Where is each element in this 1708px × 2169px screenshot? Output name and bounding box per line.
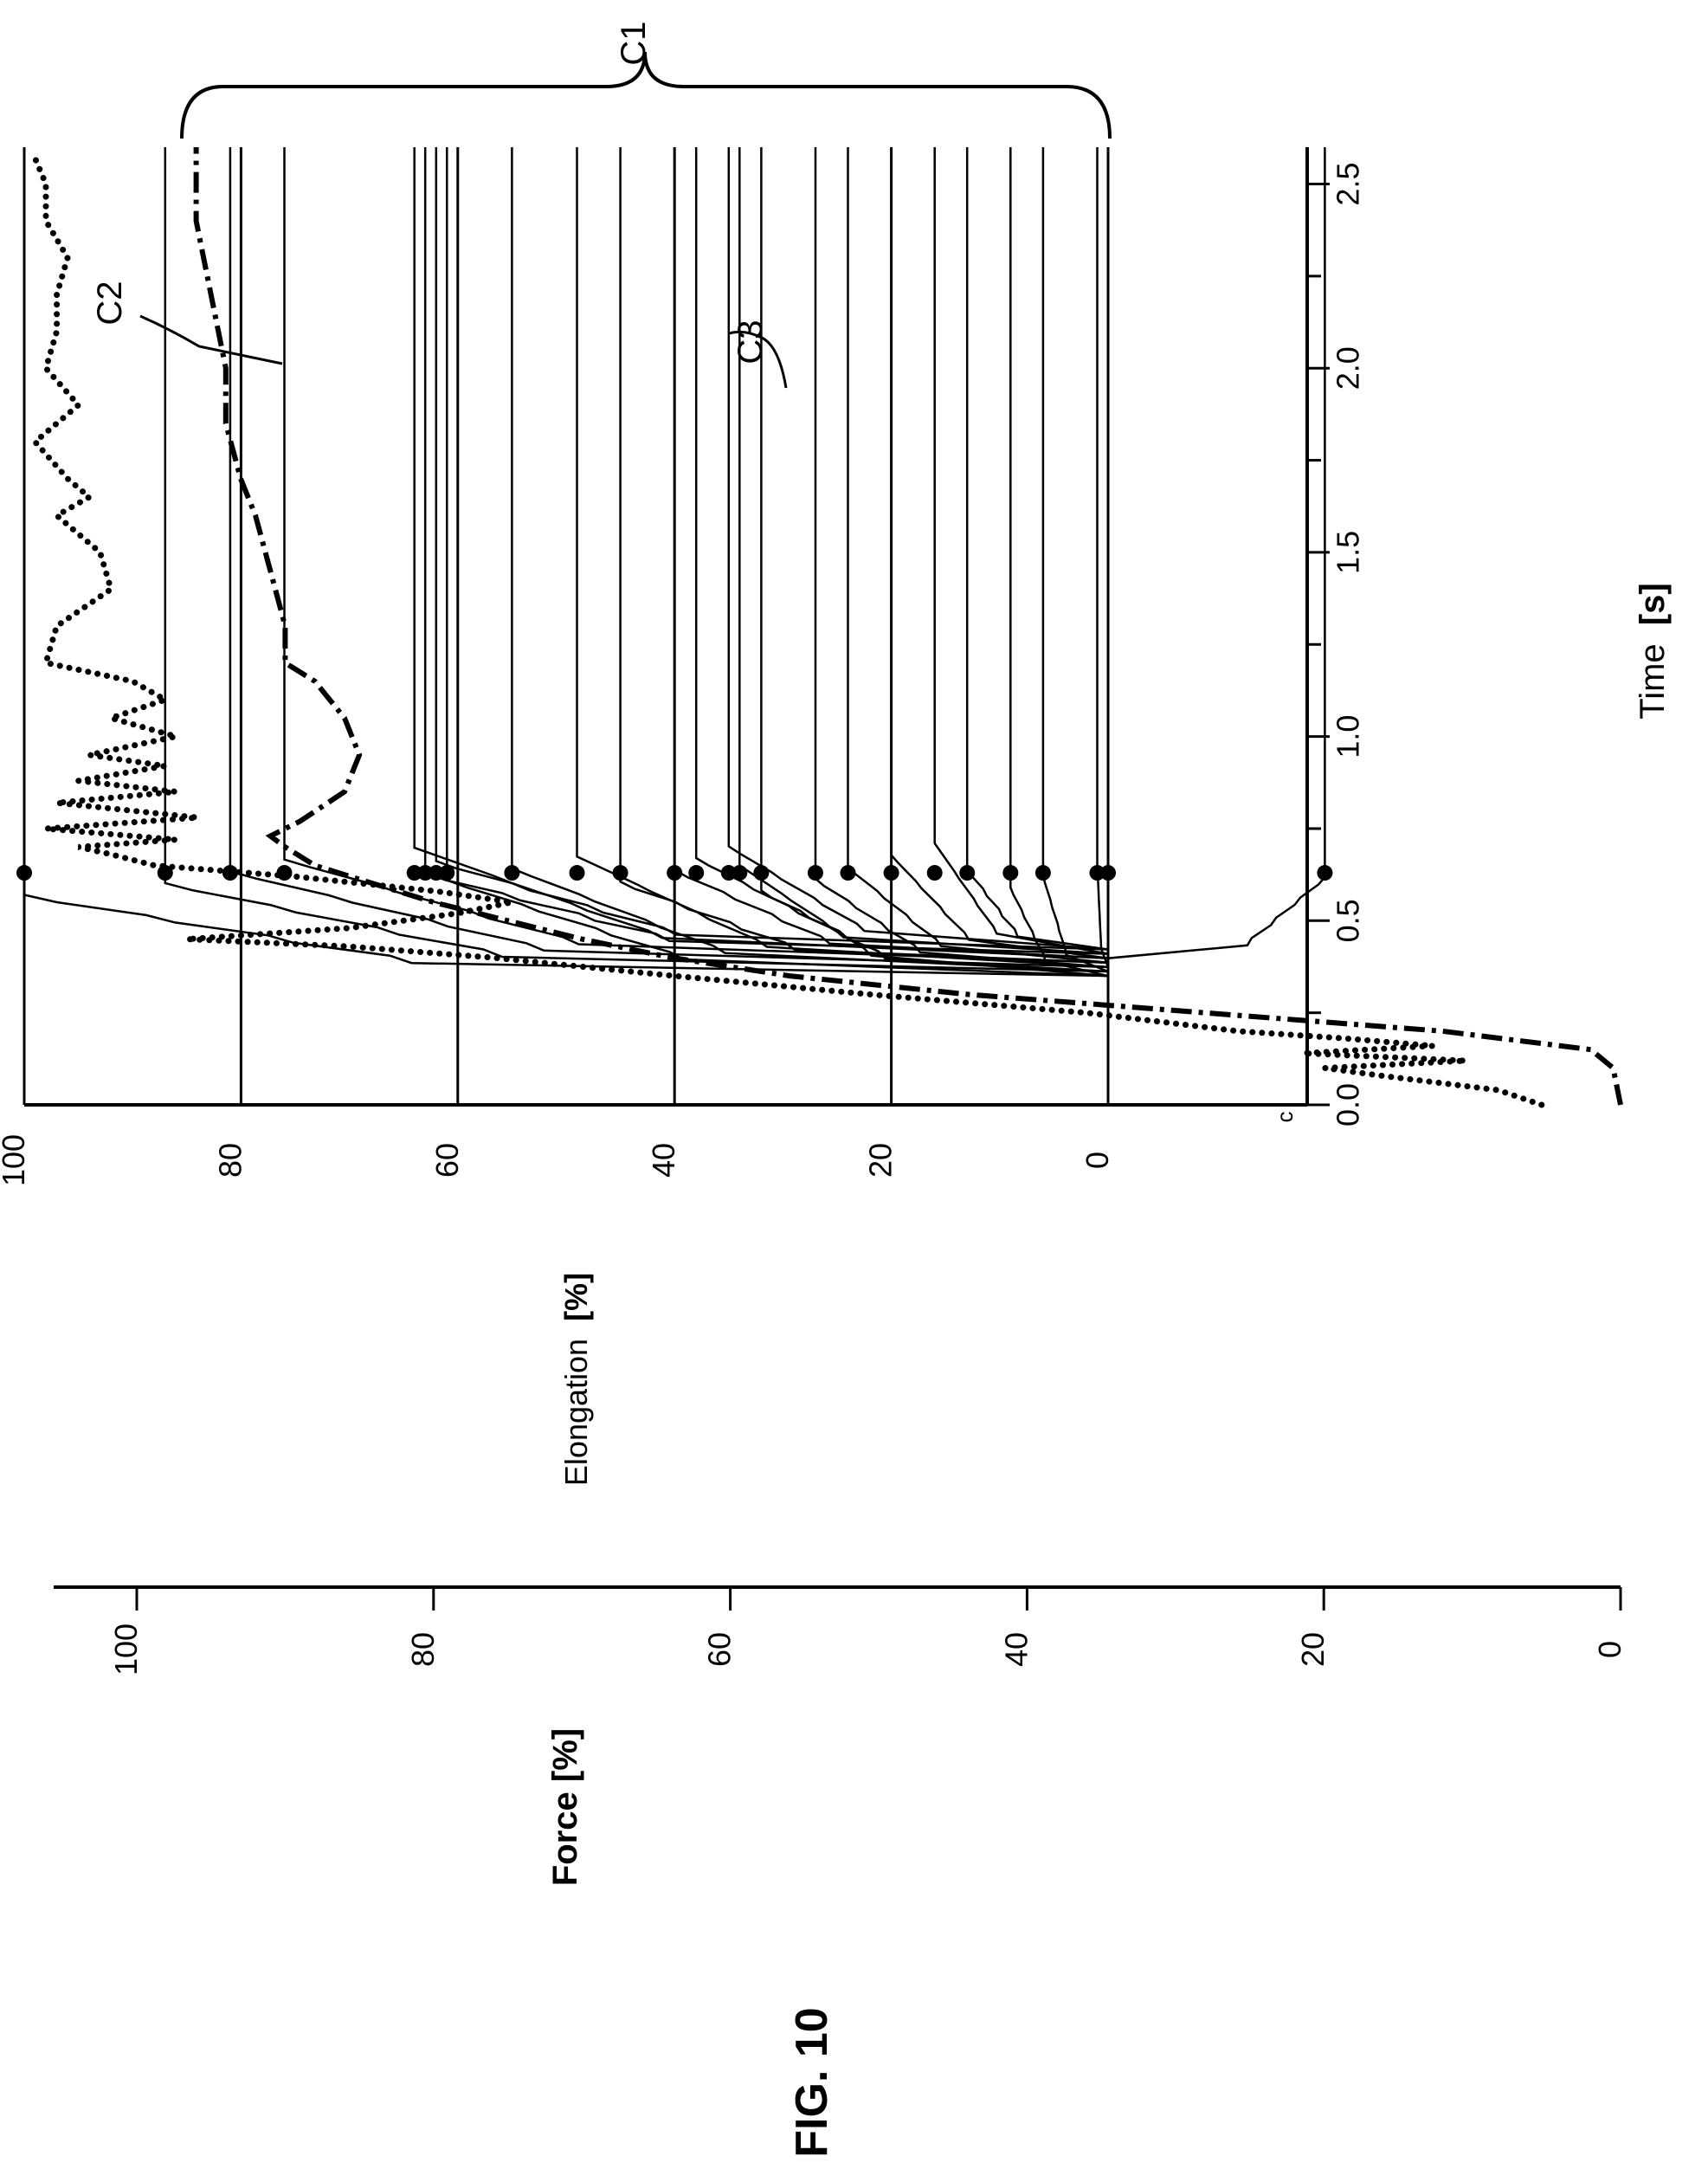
plot-area <box>16 147 1623 1108</box>
c1-curve-1 <box>1096 147 1110 975</box>
series-layer <box>30 147 1623 1108</box>
c1-curve-35 <box>727 147 1110 957</box>
c1-curve-16 <box>933 147 1110 962</box>
c1-curve-27 <box>814 147 1110 975</box>
elongation-tick-label-60: 60 <box>429 1143 465 1178</box>
c1-curve-63 <box>423 147 1110 962</box>
c1-curve-55 <box>511 147 1110 979</box>
figure-label: FIG. 10 <box>787 2007 837 2157</box>
c1-marker-45 <box>612 865 628 881</box>
force-tick-label-0: 0 <box>1592 1641 1627 1658</box>
elongation-axis-unit: [%] <box>558 1273 594 1321</box>
series-c2-line <box>193 147 1623 1106</box>
c2-leader <box>139 314 283 365</box>
c1-marker-34 <box>732 865 748 881</box>
x-tick-label-2.5: 2.5 <box>1331 163 1366 206</box>
force-tick-label-40: 40 <box>998 1632 1034 1667</box>
c1-marker-81 <box>222 865 238 881</box>
c1-curve-45 <box>619 147 1110 971</box>
c1-marker-6 <box>1034 865 1051 881</box>
c1-marker-76 <box>276 865 293 881</box>
c1-marker-0 <box>1100 865 1116 881</box>
c1-brace <box>180 51 1112 139</box>
force-tick-label-80: 80 <box>405 1632 441 1667</box>
c1-curve-13 <box>965 147 1110 957</box>
c1-label: C1 <box>615 21 653 65</box>
c3-label: C3 <box>732 320 770 364</box>
c1-curve-9 <box>1009 147 1110 984</box>
elongation-axis-label: Elongation [%] <box>558 1273 594 1486</box>
c1-marker-61 <box>439 865 455 881</box>
c1-marker-40 <box>667 865 683 881</box>
elongation-tick-label-100: 100 <box>0 1134 31 1186</box>
plot-frame <box>24 147 1336 1105</box>
c1-marker-38 <box>688 865 705 881</box>
x-tick-label-1.5: 1.5 <box>1331 531 1366 574</box>
c1-marker-16 <box>926 865 943 881</box>
c1-marker-35 <box>720 865 737 881</box>
c1-curve-20 <box>890 147 1110 966</box>
x-tick-label-origin: c <box>1272 1112 1298 1123</box>
c1-curve-40 <box>673 147 1110 966</box>
elongation-tick-label-40: 40 <box>646 1143 681 1178</box>
c1-marker-9 <box>1002 865 1019 881</box>
x-tick-label-1.0: 1.0 <box>1331 715 1366 759</box>
elongation-tick-label-0: 0 <box>1080 1152 1115 1169</box>
force-axis-label: Force [%] <box>546 1728 584 1886</box>
c1-marker-55 <box>504 865 520 881</box>
elongation-tick-label-20: 20 <box>863 1143 899 1178</box>
x-axis-unit: [s] <box>1634 583 1672 625</box>
c1-marker-87 <box>157 865 173 881</box>
c1-marker-64 <box>406 865 422 881</box>
c1-marker-20 <box>883 865 899 881</box>
x-axis-label: Time [s] <box>1634 583 1672 719</box>
elongation-tick-label-80: 80 <box>212 1143 248 1178</box>
x-axis-label-text: Time <box>1634 643 1672 719</box>
c1-marker-27 <box>807 865 823 881</box>
c1-marker-1 <box>1089 865 1105 881</box>
c2-label: C2 <box>91 281 129 325</box>
force-tick-label-20: 20 <box>1295 1632 1331 1667</box>
elongation-axis-label-text: Elongation <box>558 1339 594 1486</box>
c1-marker--20 <box>1317 865 1333 881</box>
c1-curve-100 <box>23 147 1110 984</box>
x-tick-label-0.0: 0.0 <box>1331 1083 1366 1126</box>
c1-curve-87 <box>164 147 1110 979</box>
c1-marker-62 <box>428 865 444 881</box>
c1-curve--20 <box>1106 147 1326 966</box>
c1-marker-24 <box>840 865 856 881</box>
c1-curve-24 <box>847 147 1110 971</box>
c1-marker-100 <box>16 865 32 881</box>
axes-layer: 0.0 0.5 1.0 1.5 2.0 2.5 c 0 20 40 60 80 100 0 20 40 60 80… <box>0 147 1627 1675</box>
series-c3-line <box>30 155 1545 1108</box>
c1-curve-6 <box>1041 147 1110 979</box>
force-tick-label-60: 60 <box>702 1632 738 1667</box>
c1-marker-49 <box>569 865 585 881</box>
annotation-layer: C1 C2 C3 <box>91 21 1112 389</box>
c1-curve-76 <box>283 147 1110 971</box>
c1-curve-61 <box>446 147 1110 984</box>
x-tick-label-2.0: 2.0 <box>1331 346 1366 390</box>
c3-leader <box>728 330 788 389</box>
x-tick-label-0.5: 0.5 <box>1331 899 1366 942</box>
c1-marker-63 <box>417 865 434 881</box>
marker-layer <box>16 865 1333 881</box>
force-tick-label-100: 100 <box>108 1624 144 1675</box>
c1-curve-32 <box>760 147 1110 979</box>
c1-marker-32 <box>753 865 770 881</box>
c1-marker-13 <box>959 865 976 881</box>
